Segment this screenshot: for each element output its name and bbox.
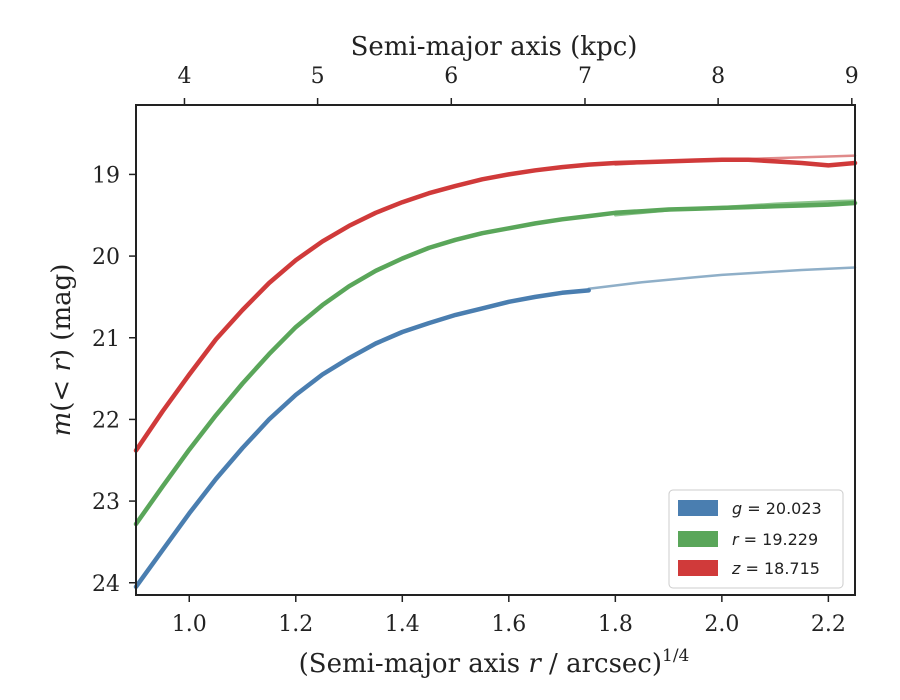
y-tick-label: 21 [92,327,120,352]
y-tick-label: 23 [92,490,120,515]
x-axis-title: (Semi-major axis r / arcsec)1/4 [299,646,690,679]
y-axis-title-close: ) [47,349,77,359]
legend-swatch-z [678,560,718,576]
legend-label-g-value: = 20.023 [742,499,822,518]
y-axis-title-m: m [47,412,77,437]
fit-line-g [587,266,857,291]
y-axis-title-r: r [47,358,77,372]
series-line-z [133,157,858,453]
top-x-axis-title: Semi-major axis (kpc) [351,32,638,62]
legend-label-z-value: = 18.715 [740,559,820,578]
x-tick-label: 1.0 [172,612,207,637]
x-axis-title-pre: (Semi-major axis [299,649,529,679]
y-axis-title-open: ( [47,402,77,412]
x-axis-title-sup: 1/4 [662,646,689,666]
legend-label-z-var: z [731,559,741,578]
legend-item-r: r = 19.229 [678,530,818,549]
top-x-tick-label: 9 [845,64,859,89]
plot-frame [135,104,856,596]
y-tick-label: 24 [92,572,120,597]
top-x-tick-label: 5 [311,64,325,89]
top-x-tick-label: 6 [444,64,458,89]
legend-swatch-r [678,531,718,547]
x-tick-label: 1.4 [385,612,420,637]
x-axis-title-var: r [528,649,542,679]
legend-item-g: g = 20.023 [678,499,822,518]
legend-label-g-var: g [732,499,742,518]
y-axis-title-unit: (mag) [47,264,77,349]
legend-label-g: g = 20.023 [732,499,822,518]
y-axis-title-lt: < [47,372,77,402]
series-line-g [133,288,591,590]
x-axis-title-post: / arcsec) [541,649,662,679]
x-tick-label: 1.2 [278,612,313,637]
top-x-tick-label: 4 [177,64,191,89]
series-line-r [133,200,858,527]
top-x-tick-label: 7 [578,64,592,89]
top-x-ticks: 4 5 6 7 8 9 [177,64,859,105]
legend-label-z: z = 18.715 [731,559,820,578]
series-curves [133,154,858,590]
top-x-tick-label: 8 [711,64,725,89]
y-tick-label: 22 [92,408,120,433]
y-ticks: 19 20 21 22 23 24 [92,163,136,597]
x-tick-label: 1.6 [491,612,526,637]
x-tick-label: 2.2 [811,612,846,637]
y-tick-label: 20 [92,245,120,270]
legend-swatch-g [678,500,718,516]
legend-item-z: z = 18.715 [678,559,820,578]
y-tick-label: 19 [92,163,120,188]
y-axis-title: m(< r) (mag) [47,264,77,437]
x-tick-label: 1.8 [598,612,633,637]
legend: g = 20.023 r = 19.229 z = 18.715 [668,489,844,589]
x-tick-label: 2.0 [704,612,739,637]
legend-label-r-value: = 19.229 [739,530,819,549]
legend-label-r-var: r [732,530,740,549]
x-ticks: 1.0 1.2 1.4 1.6 1.8 2.0 2.2 [172,595,846,637]
legend-label-r: r = 19.229 [732,530,818,549]
